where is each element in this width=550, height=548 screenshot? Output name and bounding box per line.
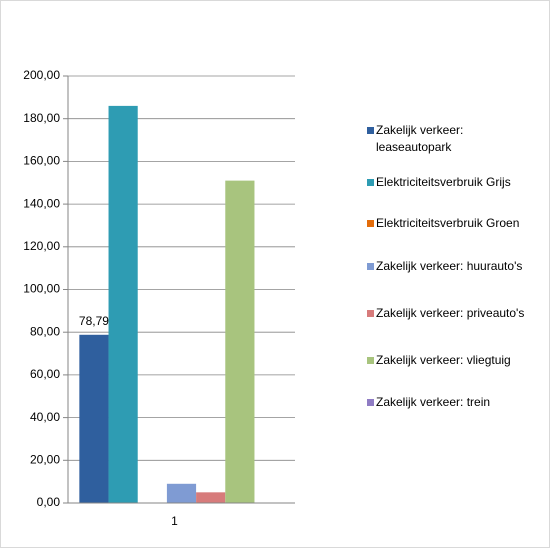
y-tick-label: 140,00	[23, 196, 60, 210]
bar	[196, 492, 226, 503]
legend-swatch	[367, 179, 374, 186]
legend-label: Elektriciteitsverbruik Grijs	[376, 175, 511, 189]
bar	[79, 334, 109, 503]
y-tick-label: 200,00	[23, 68, 60, 82]
x-tick-label: 1	[171, 514, 178, 528]
y-tick-label: 180,00	[23, 111, 60, 125]
legend-swatch	[367, 263, 374, 270]
y-tick-label: 20,00	[30, 452, 60, 466]
y-tick-label: 40,00	[30, 410, 60, 424]
bar	[166, 483, 197, 503]
y-tick-label: 120,00	[23, 239, 60, 253]
legend-swatch	[367, 220, 374, 227]
legend-swatch	[367, 127, 374, 134]
legend-swatch	[367, 357, 374, 364]
y-tick-label: 160,00	[23, 154, 60, 168]
legend-label: Zakelijk verkeer: priveauto's	[376, 306, 525, 320]
y-tick-label: 60,00	[30, 367, 60, 381]
y-tick-label: 80,00	[30, 324, 60, 338]
bar	[108, 105, 138, 503]
legend-label: Zakelijk verkeer: vliegtuig	[376, 353, 511, 367]
y-tick-label: 0,00	[37, 495, 61, 509]
bar	[225, 180, 255, 504]
legend-swatch	[367, 310, 374, 317]
legend-swatch	[367, 399, 374, 406]
legend-label: Zakelijk verkeer: trein	[376, 395, 491, 409]
legend-label: Elektriciteitsverbruik Groen	[376, 216, 520, 230]
data-label: 78,79	[79, 314, 109, 328]
legend-label: Zakelijk verkeer: huurauto's	[376, 259, 523, 273]
y-tick-label: 100,00	[23, 282, 60, 296]
legend-label: Zakelijk verkeer: leaseautopark	[376, 123, 464, 154]
